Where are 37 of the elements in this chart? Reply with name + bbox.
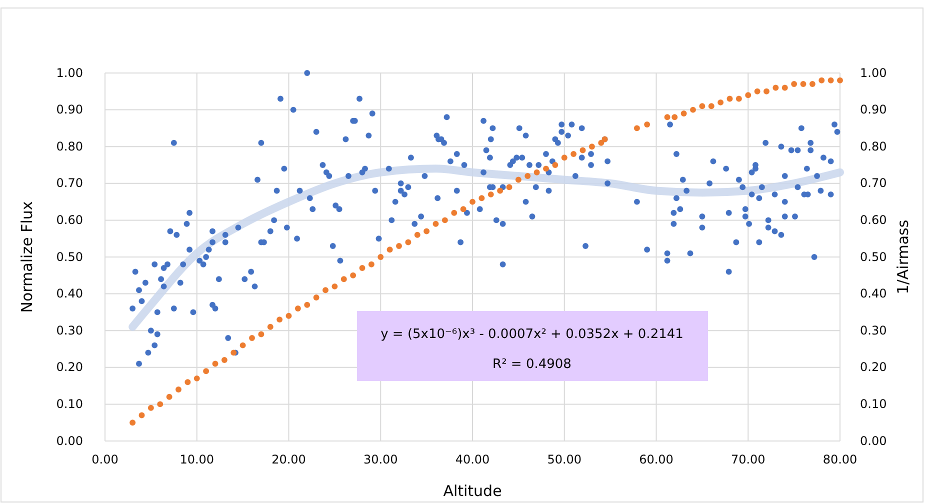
y-tick-label: 0.90 [56,102,83,117]
y2-tick-label: 1.00 [860,66,887,80]
annotation: y = (5x10⁻⁶)x³ - 0.0007x² + 0.0352x + 0.2141 [380,327,684,342]
x-tick-label: 70.00 [730,452,766,467]
y-tick-label: 0.30 [56,323,83,338]
y-axis-title: Normalize Flux [18,201,36,313]
y2-tick-label: 0.70 [860,176,887,190]
x-tick-label: 60.00 [639,452,674,467]
y2-tick-label: 0.60 [860,213,887,228]
y2-tick-label: 0.10 [860,397,887,412]
x-tick-label: 30.00 [363,452,398,467]
y2-tick-label: 0.30 [860,323,887,338]
x-tick-label: 80.00 [822,452,858,467]
x-tick-label: 50.00 [547,452,582,467]
y2-tick-label: 0.00 [860,434,887,448]
x-tick-label: 0.00 [92,452,118,467]
annotation: R² = 0.4908 [492,357,572,372]
y-tick-label: 0.00 [56,434,83,448]
x-axis-title: Altitude [443,482,502,500]
y-tick-label: 0.80 [56,139,83,154]
y2-tick-label: 0.90 [860,102,887,117]
x-tick-label: 10.00 [180,452,214,467]
y2-tick-label: 0.20 [860,360,887,374]
y-tick-label: 0.20 [56,360,83,374]
equation-box: y = (5x10⁻⁶)x³ - 0.0007x² + 0.0352x + 0.2141 R² = 0.4908 [357,311,708,381]
y-tick-label: 0.10 [56,397,83,412]
y-tick-label: 0.40 [56,286,83,301]
y2-tick-label: 0.80 [860,139,887,154]
y-tick-label: 0.50 [56,250,83,264]
y-tick-label: 0.70 [56,176,83,190]
x-tick-label: 20.00 [272,452,306,467]
x-tick-label: 40.00 [455,452,490,467]
y2-tick-label: 0.50 [860,250,887,264]
y-tick-label: 1.00 [56,66,83,80]
y-tick-label: 0.60 [56,213,83,228]
y2-tick-label: 0.40 [860,286,887,301]
y2-axis-title: 1/Airmass [894,220,912,294]
